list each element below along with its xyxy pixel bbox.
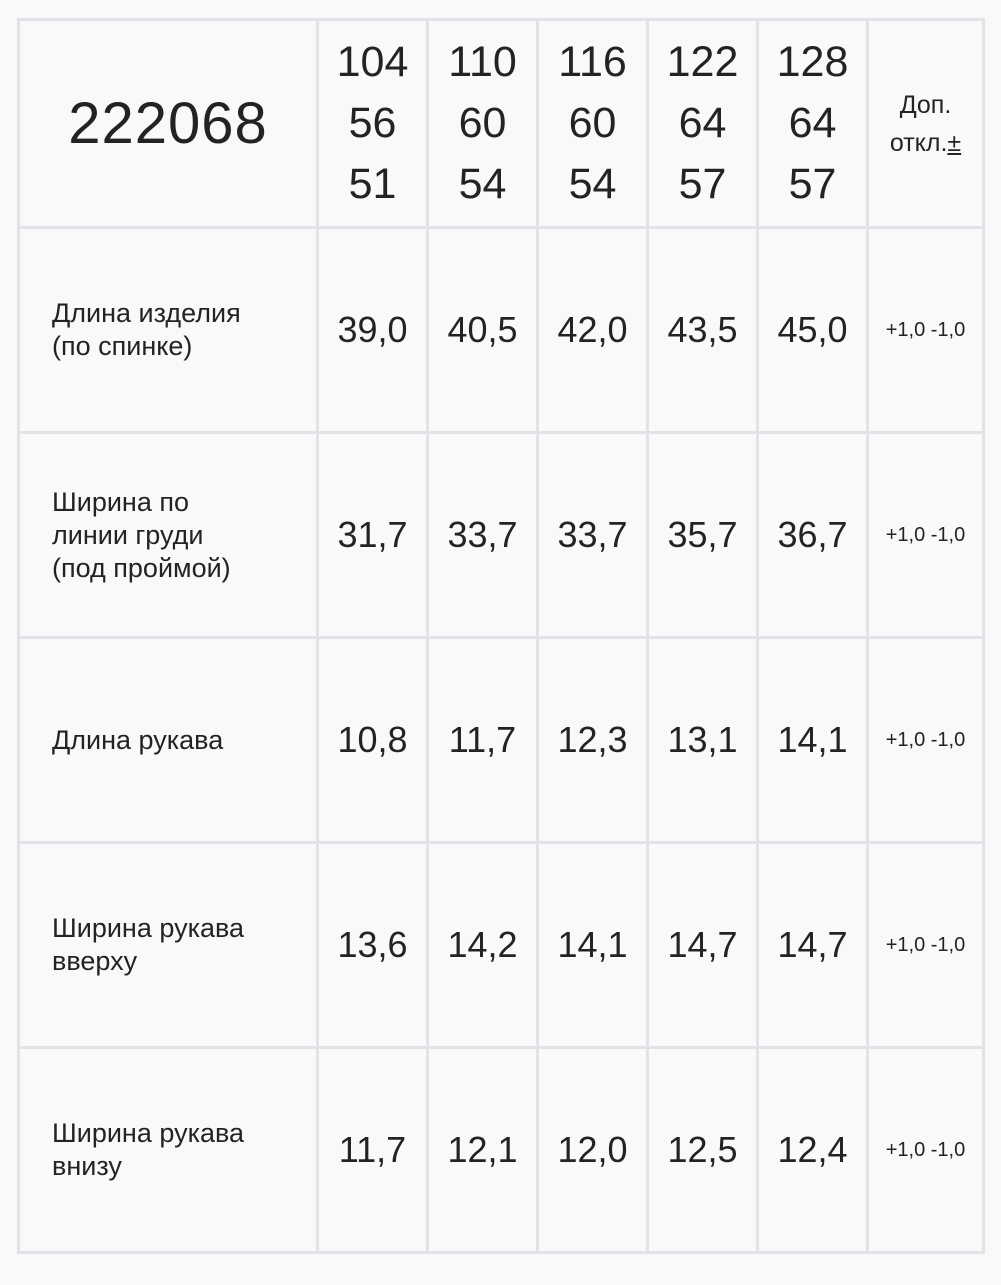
measurement-value: 13,1 [646,636,759,844]
table-row: Длина рукава 10,8 11,7 12,3 13,1 14,1 +1,0 -1,… [17,636,985,844]
measurement-value: 11,7 [316,1046,429,1254]
measurement-value: 13,6 [316,841,429,1049]
measurement-label-line: линии груди [52,519,204,550]
size-height: 116 [558,38,627,86]
size-chest: 64 [788,99,837,147]
header-row: 222068 104 56 51 110 60 54 116 60 54 122 64 57 1… [17,18,985,229]
size-chest: 56 [348,99,397,147]
size-col-122: 122 64 57 [646,18,759,229]
measurement-label-line: внизу [52,1151,122,1181]
measurement-label: Длина изделия (по спинке) [17,226,319,434]
table-row: Ширина рукава вверху 13,6 14,2 14,1 14,7 14,7 +… [17,841,985,1049]
measurement-value: 36,7 [756,431,869,639]
tolerance-header: Доп. откл.± [866,18,985,229]
measurement-value: 12,5 [646,1046,759,1254]
measurement-label: Ширина рукава внизу [17,1046,319,1254]
size-height: 104 [336,38,409,86]
measurement-label: Ширина рукава вверху [17,841,319,1049]
table-row: Ширина по линии груди (под проймой) 31,7 33,… [17,431,985,639]
table-row: Ширина рукава внизу 11,7 12,1 12,0 12,5 12,4 +1… [17,1046,985,1254]
tolerance-value: +1,0 -1,0 [866,636,985,844]
measurement-label-line: Длина рукава [52,724,224,755]
measurement-value: 12,3 [536,636,649,844]
measurement-value: 35,7 [646,431,759,639]
size-height: 122 [666,38,739,86]
measurement-label-line: Ширина рукава [52,913,245,943]
size-waist: 51 [348,160,397,208]
tolerance-header-line1: Доп. [899,90,952,119]
measurement-value: 14,1 [756,636,869,844]
size-height: 128 [776,38,849,86]
measurement-value: 45,0 [756,226,869,434]
size-col-116: 116 60 54 [536,18,649,229]
table-row: Длина изделия (по спинке) 39,0 40,5 42,0 43,5… [17,226,985,434]
size-chest: 60 [458,99,507,147]
measurement-value: 14,7 [646,841,759,1049]
plus-minus-sign: ± [947,128,962,157]
measurement-label-line: Ширина рукава [52,1118,245,1148]
size-col-110: 110 60 54 [426,18,539,229]
measurement-value: 33,7 [536,431,649,639]
tolerance-header-line2: откл. [889,128,948,157]
measurement-label: Ширина по линии груди (под проймой) [17,431,319,639]
tolerance-value: +1,0 -1,0 [866,431,985,639]
tolerance-value: +1,0 -1,0 [866,226,985,434]
measurement-value: 14,1 [536,841,649,1049]
measurement-value: 12,0 [536,1046,649,1254]
size-waist: 54 [458,160,507,208]
article-number: 222068 [17,18,319,229]
tolerance-value: +1,0 -1,0 [866,841,985,1049]
size-waist: 57 [678,160,727,208]
measurement-value: 11,7 [426,636,539,844]
measurement-value: 43,5 [646,226,759,434]
measurement-value: 14,2 [426,841,539,1049]
size-col-128: 128 64 57 [756,18,869,229]
size-waist: 57 [788,160,837,208]
measurement-value: 12,1 [426,1046,539,1254]
size-chest: 60 [568,99,617,147]
measurement-label-line: Ширина по [52,486,189,517]
size-height: 110 [448,38,517,86]
measurement-label-line: (под проймой) [52,552,231,583]
size-col-104: 104 56 51 [316,18,429,229]
measurement-label-line: вверху [52,946,138,976]
size-chest: 64 [678,99,727,147]
measurement-label-line: Длина изделия [52,298,241,328]
size-waist: 54 [568,160,617,208]
size-table: 222068 104 56 51 110 60 54 116 60 54 122 64 57 1… [17,18,985,1254]
measurement-label-line: (по спинке) [52,331,193,361]
measurement-value: 12,4 [756,1046,869,1254]
measurement-value: 42,0 [536,226,649,434]
measurement-value: 40,5 [426,226,539,434]
measurement-value: 10,8 [316,636,429,844]
measurement-value: 39,0 [316,226,429,434]
measurement-value: 33,7 [426,431,539,639]
measurement-value: 31,7 [316,431,429,639]
tolerance-value: +1,0 -1,0 [866,1046,985,1254]
measurement-value: 14,7 [756,841,869,1049]
measurement-label: Длина рукава [17,636,319,844]
